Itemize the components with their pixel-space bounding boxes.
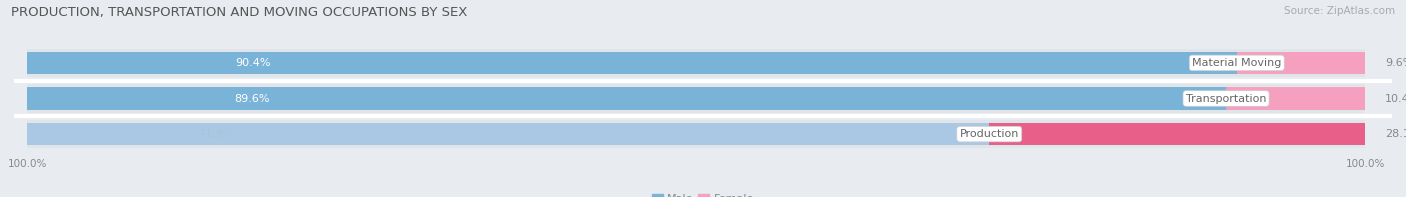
Legend: Male, Female: Male, Female [647,190,759,197]
Bar [28,123,990,145]
Bar [990,123,1365,145]
Bar [1226,87,1365,110]
Text: Source: ZipAtlas.com: Source: ZipAtlas.com [1284,6,1395,16]
Text: 71.9%: 71.9% [198,129,233,139]
Bar [28,120,1365,148]
Text: Production: Production [959,129,1019,139]
Bar [28,87,1226,110]
Text: 9.6%: 9.6% [1385,58,1406,68]
Text: PRODUCTION, TRANSPORTATION AND MOVING OCCUPATIONS BY SEX: PRODUCTION, TRANSPORTATION AND MOVING OC… [11,6,468,19]
Text: 10.4%: 10.4% [1385,94,1406,103]
Text: 28.1%: 28.1% [1385,129,1406,139]
Text: 90.4%: 90.4% [236,58,271,68]
Bar [28,84,1365,113]
Bar [28,52,1237,74]
Text: Material Moving: Material Moving [1192,58,1281,68]
Text: Transportation: Transportation [1185,94,1267,103]
Bar [1237,52,1365,74]
Bar [28,49,1365,77]
Text: 89.6%: 89.6% [233,94,270,103]
